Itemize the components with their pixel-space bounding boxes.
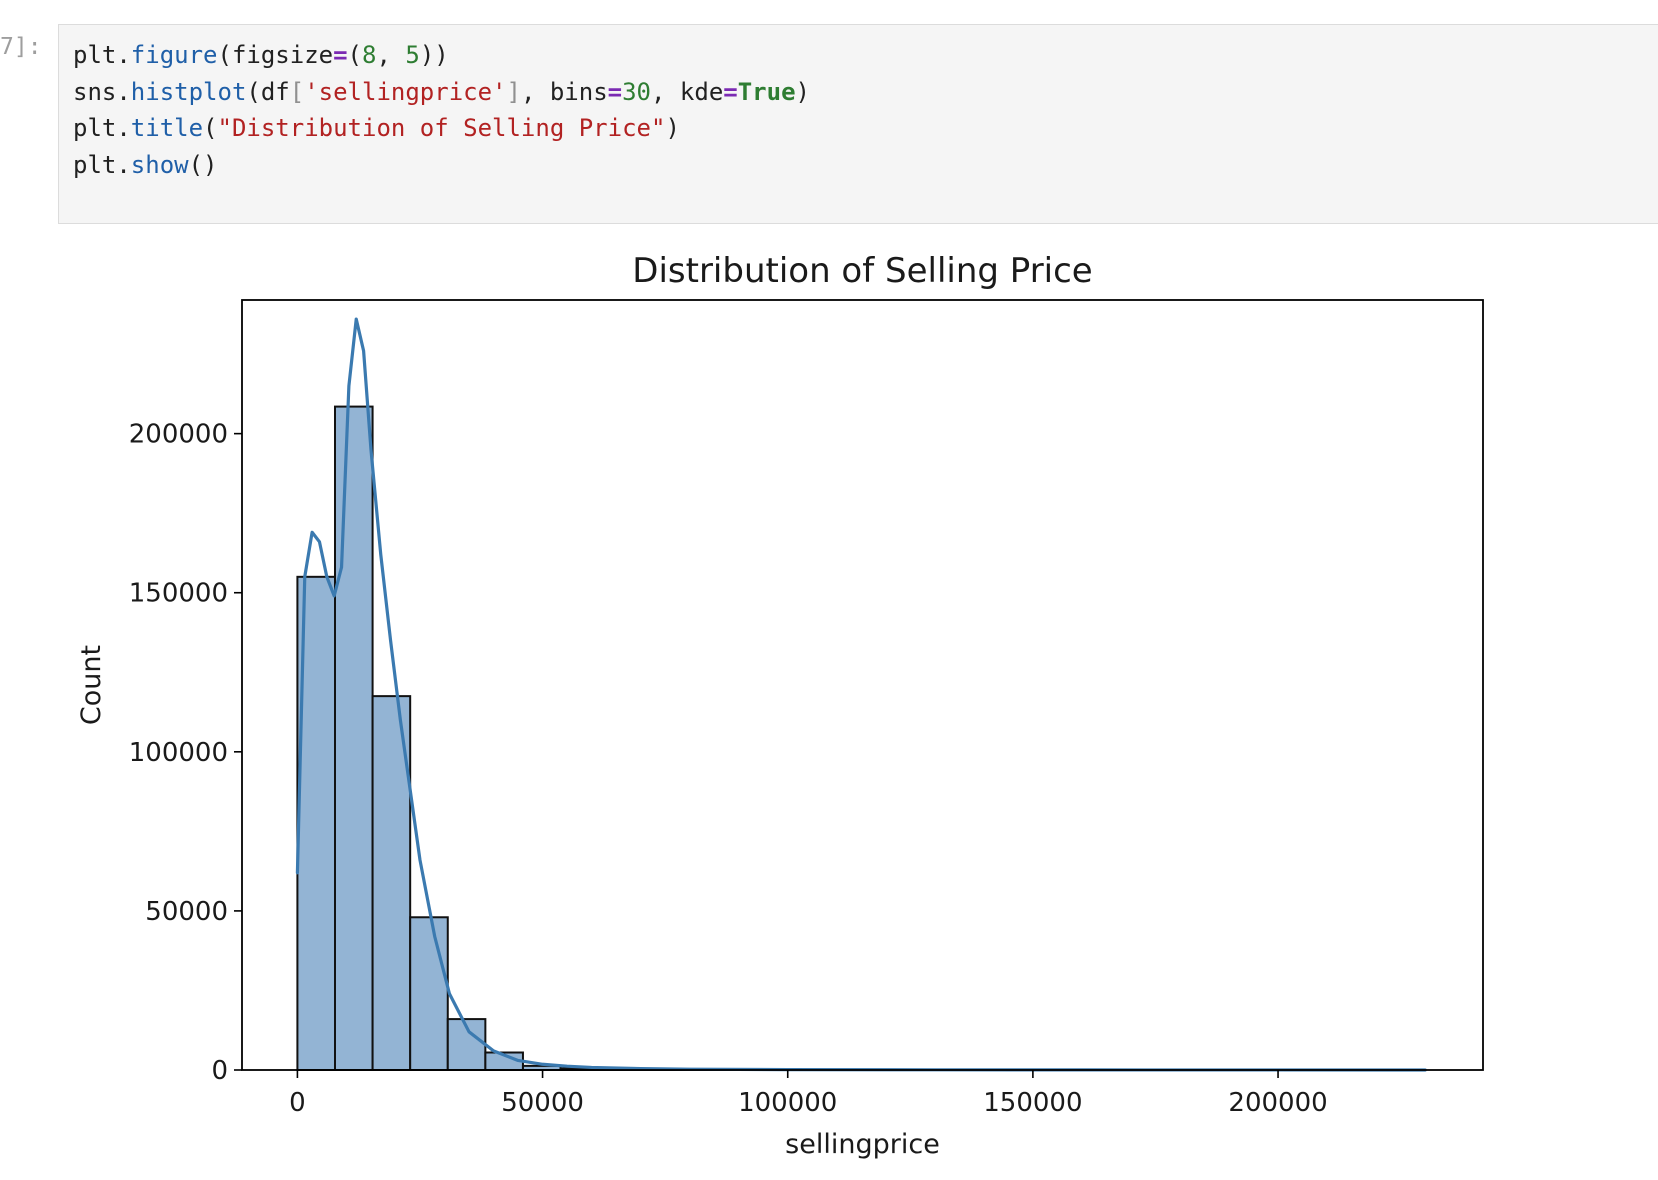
y-tick-label: 150000 [129, 579, 228, 609]
code-token: (figsize [217, 41, 334, 69]
code-token: () [188, 150, 218, 179]
code-token: histplot [130, 77, 247, 106]
code-token: sns. [73, 77, 131, 106]
code-token: ( [203, 114, 218, 142]
code-token: , bins [520, 77, 608, 106]
code-token: True [737, 77, 796, 106]
histogram-bar [371, 695, 412, 1071]
code-token: ( [347, 41, 362, 69]
code-token: title [130, 114, 204, 142]
x-tick-label: 200000 [1228, 1088, 1327, 1118]
y-tick-label: 200000 [129, 420, 228, 450]
chart-title: Distribution of Selling Price [632, 251, 1092, 291]
x-tick-label: 50000 [501, 1088, 584, 1118]
code-line: plt.title("Distribution of Selling Price… [73, 114, 680, 142]
kde-line [295, 317, 1427, 1072]
code-token: 30 [622, 77, 652, 106]
x-axis-label: sellingprice [785, 1129, 940, 1160]
code-token: , kde [651, 77, 724, 106]
code-token: = [723, 77, 738, 106]
code-token: ) [665, 114, 680, 142]
code-token: "Distribution of Selling Price" [217, 114, 666, 142]
y-tick-label: 100000 [129, 738, 228, 768]
x-tick-label: 100000 [738, 1088, 837, 1118]
code-line: sns.histplot(df['sellingprice'], bins=30… [73, 78, 810, 106]
code-token: 8 [362, 41, 377, 69]
code-token: figure [130, 41, 218, 69]
code-token: )) [419, 41, 449, 69]
code-token: = [333, 41, 348, 69]
code-token: [ [289, 77, 305, 106]
code-token: (df [246, 77, 290, 106]
code-token: ) [795, 77, 810, 106]
code-cell[interactable]: plt.figure(figsize=(8, 5)) sns.histplot(… [58, 24, 1658, 224]
plot-frame [241, 299, 1484, 1071]
code-token: plt. [73, 41, 131, 69]
histogram-bar [409, 916, 449, 1071]
y-tick-label: 50000 [145, 897, 228, 927]
code-token: , [376, 41, 406, 69]
code-token: ] [506, 77, 521, 106]
x-tick-label: 150000 [983, 1088, 1082, 1118]
code-token: 5 [405, 41, 420, 69]
code-token: = [607, 77, 623, 106]
code-token: plt. [73, 114, 131, 142]
y-axis-label: Count [76, 645, 107, 725]
x-tick-label: 0 [289, 1088, 306, 1118]
code-editor[interactable]: plt.figure(figsize=(8, 5)) sns.histplot(… [73, 37, 810, 183]
code-line: plt.show() [73, 151, 218, 179]
y-tick-label: 0 [211, 1056, 228, 1086]
cell-execution-prompt: 7]: [0, 34, 42, 60]
histogram-bar [333, 405, 374, 1072]
code-token: show [130, 150, 189, 179]
code-token: 'sellingprice' [304, 77, 507, 106]
code-token: plt. [73, 150, 131, 179]
code-line: plt.figure(figsize=(8, 5)) [73, 41, 449, 69]
